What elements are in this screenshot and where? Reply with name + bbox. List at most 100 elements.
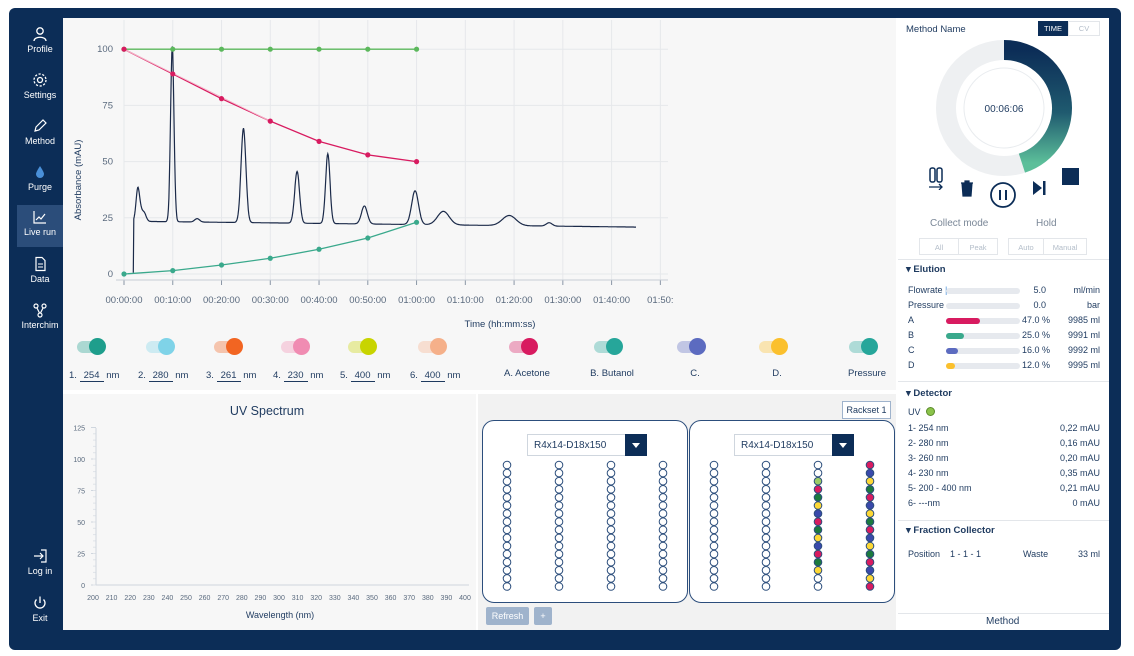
- add-rack-button[interactable]: +: [534, 607, 552, 625]
- rack-tube[interactable]: [658, 549, 668, 559]
- rack-2-select[interactable]: R4x14-D18x150: [734, 434, 854, 456]
- rack-tube[interactable]: [865, 549, 875, 559]
- rack-tube[interactable]: [658, 501, 668, 510]
- rack-tube[interactable]: [502, 493, 512, 502]
- rack-tube[interactable]: [813, 533, 823, 543]
- rack-tube[interactable]: [658, 557, 668, 567]
- rack-tube[interactable]: [865, 582, 875, 591]
- rack-tube[interactable]: [865, 468, 875, 478]
- rack-tube[interactable]: [606, 493, 616, 502]
- rack-tube[interactable]: [865, 517, 875, 526]
- rack-tube[interactable]: [606, 485, 616, 494]
- rack-tube[interactable]: [709, 509, 719, 518]
- rack-tube[interactable]: [502, 582, 512, 591]
- collect-tube-icon[interactable]: [926, 166, 946, 190]
- rack-tube[interactable]: [658, 533, 668, 543]
- rack-tube[interactable]: [761, 517, 771, 526]
- rack-tube[interactable]: [709, 525, 719, 535]
- rack-tube[interactable]: [658, 476, 668, 486]
- rack-tube[interactable]: [658, 541, 668, 551]
- rack-tube[interactable]: [502, 485, 512, 494]
- rack-tube[interactable]: [761, 460, 771, 470]
- rack-tube[interactable]: [502, 468, 512, 478]
- rack-tube[interactable]: [709, 566, 719, 575]
- rack-tube[interactable]: [502, 525, 512, 535]
- rack-tube[interactable]: [709, 517, 719, 526]
- elution-header[interactable]: ▾ Elution: [906, 264, 946, 275]
- rack-tube[interactable]: [554, 485, 564, 494]
- collect-all-option[interactable]: All: [919, 238, 959, 255]
- rack-tube[interactable]: [865, 485, 875, 494]
- rack-tube[interactable]: [865, 557, 875, 567]
- rack-tube[interactable]: [606, 533, 616, 543]
- rack-tube[interactable]: [606, 525, 616, 535]
- rack-tube[interactable]: [658, 485, 668, 494]
- rack-tube[interactable]: [709, 485, 719, 494]
- rack-tube[interactable]: [865, 493, 875, 502]
- rack-tube[interactable]: [606, 549, 616, 559]
- rack-tube[interactable]: [761, 525, 771, 535]
- skip-next-icon[interactable]: [1030, 178, 1048, 198]
- nav-settings[interactable]: Settings: [17, 68, 63, 108]
- rack-tube[interactable]: [813, 468, 823, 478]
- rack-tube[interactable]: [554, 476, 564, 486]
- rack-2[interactable]: R4x14-D18x150: [689, 420, 895, 603]
- hold-manual-option[interactable]: Manual: [1043, 238, 1087, 255]
- nav-exit[interactable]: Exit: [17, 591, 63, 631]
- rack-tube[interactable]: [865, 501, 875, 510]
- nav-live-run[interactable]: Live run: [17, 205, 63, 247]
- rack-tube[interactable]: [761, 476, 771, 486]
- rack-tube[interactable]: [658, 468, 668, 478]
- rack-tube[interactable]: [606, 517, 616, 526]
- rack-1[interactable]: R4x14-D18x150: [482, 420, 688, 603]
- rack-tube[interactable]: [761, 533, 771, 543]
- pause-button[interactable]: [989, 181, 1017, 209]
- rack-tube[interactable]: [554, 541, 564, 551]
- rack-tube[interactable]: [813, 541, 823, 551]
- rack-tube[interactable]: [502, 566, 512, 575]
- mode-time-tab[interactable]: TIME: [1038, 21, 1068, 36]
- rack-tube[interactable]: [554, 549, 564, 559]
- rack-tube[interactable]: [606, 541, 616, 551]
- nav-purge[interactable]: Purge: [17, 160, 63, 200]
- rack-tube[interactable]: [554, 493, 564, 502]
- rack-tube[interactable]: [554, 468, 564, 478]
- rack-tube[interactable]: [502, 541, 512, 551]
- rack-tube[interactable]: [502, 533, 512, 543]
- rack-tube[interactable]: [813, 566, 823, 575]
- mode-cv-tab[interactable]: CV: [1068, 21, 1100, 36]
- rack-tube[interactable]: [761, 485, 771, 494]
- rack-tube[interactable]: [554, 557, 564, 567]
- rack-tube[interactable]: [813, 557, 823, 567]
- rack-tube[interactable]: [554, 533, 564, 543]
- rack-tube[interactable]: [761, 509, 771, 518]
- rack-tube[interactable]: [554, 566, 564, 575]
- rack-tube[interactable]: [709, 501, 719, 510]
- rack-tube[interactable]: [658, 525, 668, 535]
- rack-tube[interactable]: [554, 509, 564, 518]
- rack-tube[interactable]: [761, 574, 771, 583]
- rack-tube[interactable]: [606, 509, 616, 518]
- rack-tube[interactable]: [865, 566, 875, 575]
- rack-tube[interactable]: [606, 476, 616, 486]
- rack-tube[interactable]: [606, 501, 616, 510]
- nav-profile[interactable]: Profile: [17, 22, 63, 62]
- rack-tube[interactable]: [761, 468, 771, 478]
- rack-tube[interactable]: [658, 566, 668, 575]
- rack-tube[interactable]: [865, 525, 875, 535]
- rack-tube[interactable]: [709, 493, 719, 502]
- rack-tube[interactable]: [761, 541, 771, 551]
- rack-tube[interactable]: [502, 509, 512, 518]
- rack-tube[interactable]: [813, 582, 823, 591]
- rack-tube[interactable]: [502, 476, 512, 486]
- rack-tube[interactable]: [865, 509, 875, 518]
- rack-tube[interactable]: [813, 501, 823, 510]
- rack-tube[interactable]: [709, 549, 719, 559]
- refresh-button[interactable]: Refresh: [486, 607, 529, 625]
- rack-tube[interactable]: [813, 517, 823, 526]
- rack-tube[interactable]: [709, 557, 719, 567]
- rack-tube[interactable]: [554, 501, 564, 510]
- rack-tube[interactable]: [709, 541, 719, 551]
- rack-tube[interactable]: [502, 501, 512, 510]
- rack-tube[interactable]: [658, 517, 668, 526]
